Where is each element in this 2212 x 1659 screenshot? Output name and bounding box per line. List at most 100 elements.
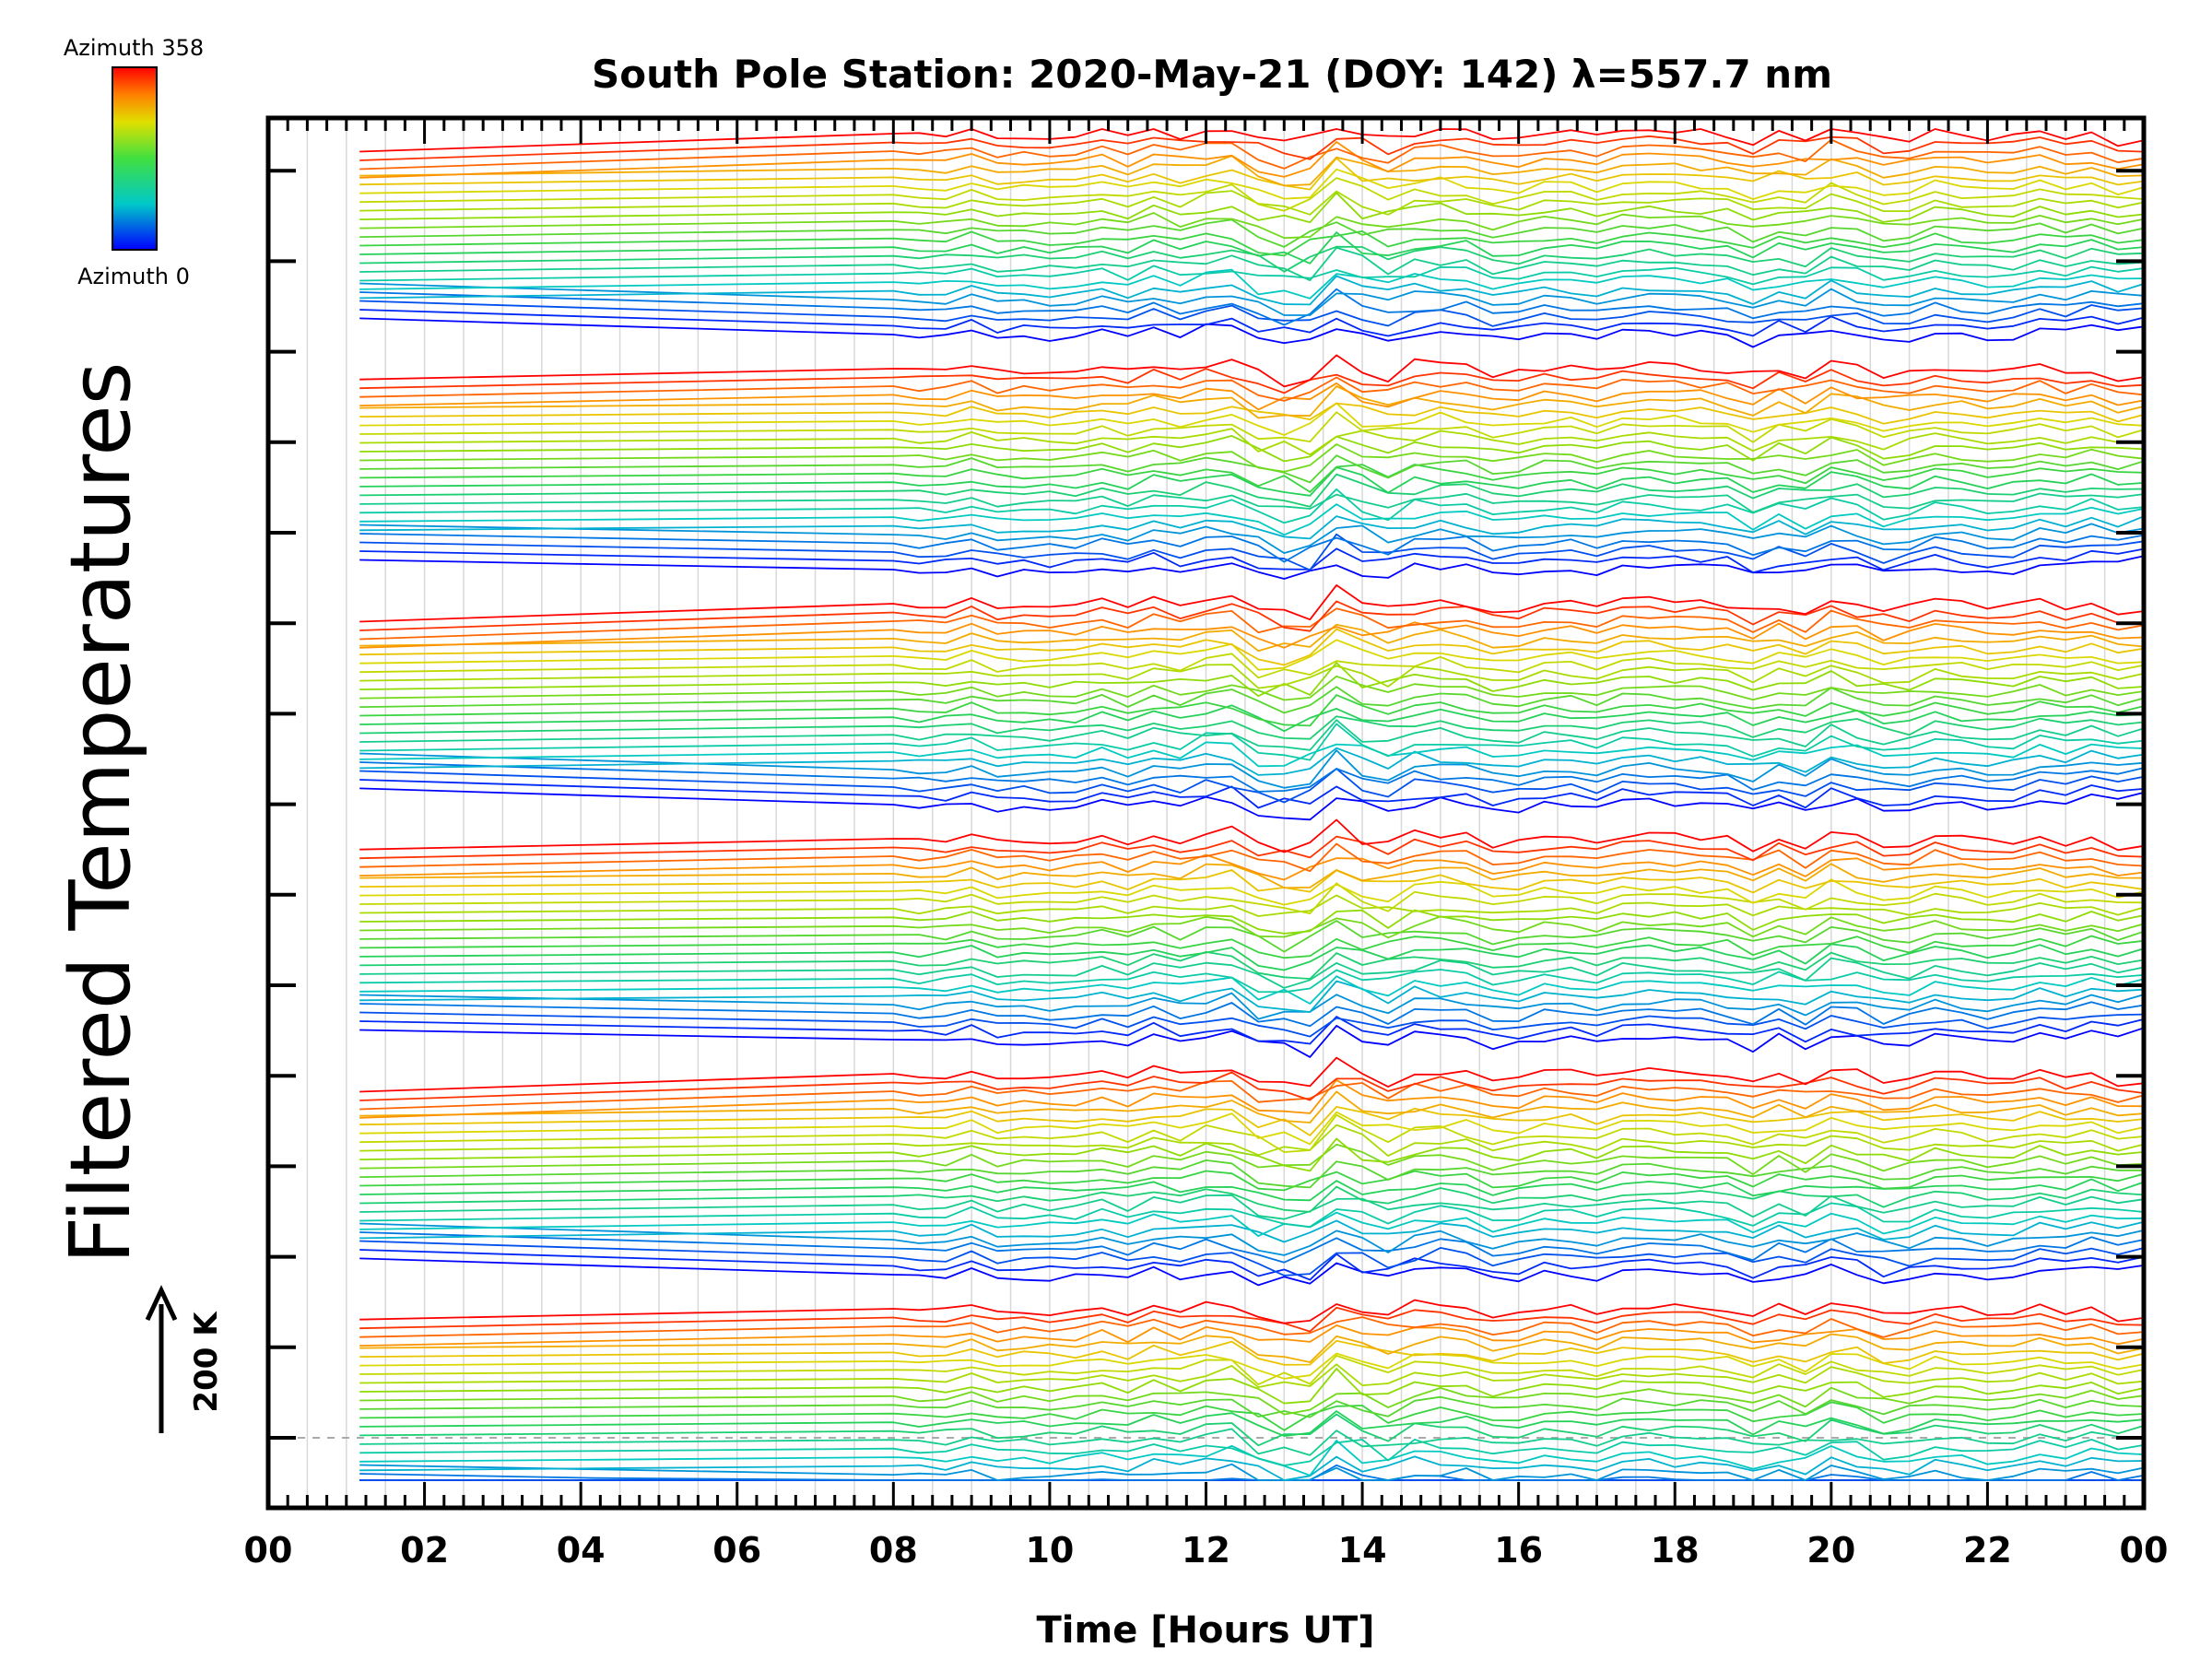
series-line bbox=[359, 686, 2145, 714]
series-line bbox=[359, 317, 2145, 348]
series-line bbox=[359, 1143, 2145, 1176]
series-line bbox=[359, 915, 2145, 939]
series-line bbox=[359, 135, 2145, 161]
series-lines bbox=[359, 128, 2145, 1481]
scale-bar-label: 200 K bbox=[188, 1311, 225, 1413]
series-line bbox=[359, 1090, 2145, 1124]
series-line bbox=[359, 1257, 2145, 1287]
series-line bbox=[359, 749, 2145, 789]
series-line bbox=[359, 980, 2145, 1013]
series-line bbox=[359, 218, 2145, 248]
series-line bbox=[359, 1071, 2145, 1101]
series-line bbox=[359, 555, 2145, 580]
series-line bbox=[359, 623, 2145, 653]
series-line bbox=[359, 138, 2145, 171]
series-line bbox=[359, 168, 2145, 201]
series-line bbox=[359, 704, 2145, 733]
series-line bbox=[359, 1363, 2145, 1388]
series-line bbox=[359, 229, 2145, 257]
series-line bbox=[359, 141, 2145, 179]
series-line bbox=[359, 1111, 2145, 1146]
series-line bbox=[359, 600, 2145, 632]
series-line bbox=[359, 473, 2145, 508]
series-line bbox=[359, 1306, 2145, 1333]
series-line bbox=[359, 402, 2145, 436]
y-axis-label: Filtered Temperatures bbox=[53, 361, 149, 1264]
scale-bar-arrowhead-icon bbox=[145, 1285, 178, 1322]
chart-title: South Pole Station: 2020-May-21 (DOY: 14… bbox=[592, 52, 1832, 97]
series-line bbox=[359, 1170, 2145, 1192]
x-axis-label: Time [Hours UT] bbox=[1037, 1609, 1375, 1652]
series-line bbox=[359, 533, 2145, 563]
series-line bbox=[359, 779, 2145, 809]
series-line bbox=[359, 523, 2145, 554]
series-line bbox=[359, 192, 2145, 224]
series-line bbox=[359, 1395, 2145, 1418]
series-line bbox=[359, 515, 2145, 540]
series-line bbox=[359, 664, 2145, 689]
series-line bbox=[359, 909, 2145, 935]
series-line bbox=[359, 1299, 2145, 1324]
series-line bbox=[359, 376, 2145, 402]
series-line bbox=[359, 621, 2145, 649]
series-line bbox=[359, 434, 2145, 463]
series-line bbox=[359, 882, 2145, 914]
colorbar-bottom-label: Azimuth 0 bbox=[77, 264, 190, 289]
x-tick-label: 14 bbox=[1338, 1530, 1387, 1571]
series-line bbox=[359, 787, 2145, 821]
series-line bbox=[359, 368, 2145, 394]
series-line bbox=[359, 488, 2145, 524]
series-line bbox=[359, 155, 2145, 187]
x-tick-label: 02 bbox=[400, 1530, 449, 1571]
series-line bbox=[359, 747, 2145, 776]
series-line bbox=[359, 1352, 2145, 1380]
series-line bbox=[359, 1455, 2145, 1481]
series-line bbox=[359, 1025, 2145, 1058]
series-line bbox=[359, 1194, 2145, 1220]
colorbar bbox=[112, 66, 158, 251]
series-line bbox=[359, 920, 2145, 953]
series-line bbox=[359, 1011, 2145, 1038]
x-tick-label: 22 bbox=[1963, 1530, 2012, 1571]
series-line bbox=[359, 288, 2145, 326]
series-line bbox=[359, 300, 2145, 327]
series-line bbox=[359, 177, 2145, 212]
x-tick-label: 08 bbox=[869, 1530, 918, 1571]
series-line bbox=[359, 761, 2145, 793]
axis-ticks bbox=[266, 118, 2146, 1508]
series-line bbox=[359, 128, 2145, 153]
series-line bbox=[359, 662, 2145, 698]
series-line bbox=[359, 694, 2145, 727]
series-line bbox=[359, 231, 2145, 265]
series-line bbox=[359, 547, 2145, 574]
series-line bbox=[359, 842, 2145, 872]
series-line bbox=[359, 675, 2145, 701]
series-line bbox=[359, 309, 2145, 337]
series-line bbox=[359, 533, 2145, 571]
series-line bbox=[359, 1113, 2145, 1153]
series-line bbox=[359, 835, 2145, 862]
x-tick-label: 12 bbox=[1182, 1530, 1230, 1571]
series-line bbox=[359, 723, 2145, 761]
series-line bbox=[359, 1124, 2145, 1157]
series-line bbox=[359, 1185, 2145, 1213]
series-line bbox=[359, 951, 2145, 980]
x-tick-label: 10 bbox=[1025, 1530, 1074, 1571]
series-line bbox=[359, 957, 2145, 989]
series-line bbox=[359, 653, 2145, 679]
x-tick-label: 00 bbox=[2120, 1530, 2169, 1571]
series-line bbox=[359, 1413, 2145, 1447]
series-line bbox=[359, 1078, 2145, 1119]
series-line bbox=[359, 1178, 2145, 1202]
series-line bbox=[359, 863, 2145, 889]
series-line bbox=[359, 492, 2145, 513]
series-line bbox=[359, 1202, 2145, 1228]
series-line bbox=[359, 212, 2145, 240]
series-line bbox=[359, 975, 2145, 1005]
series-line bbox=[359, 1222, 2145, 1256]
series-line bbox=[359, 1056, 2145, 1093]
series-line bbox=[359, 190, 2145, 216]
colorbar-top-label: Azimuth 358 bbox=[64, 35, 204, 61]
series-line bbox=[359, 969, 2145, 994]
